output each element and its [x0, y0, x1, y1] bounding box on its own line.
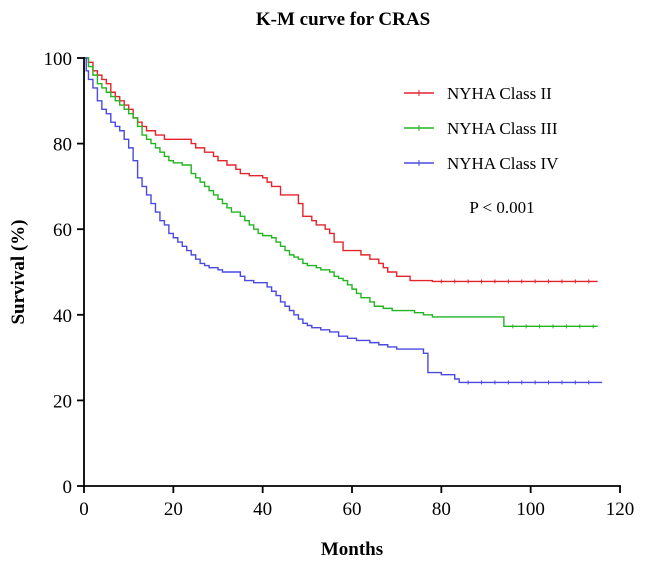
series-line-nyha-class-iv — [84, 57, 603, 384]
legend-label-nyha-class-iv: NYHA Class IV — [447, 154, 559, 173]
y-axis-label: Survival (%) — [8, 219, 29, 324]
x-tick-label: 120 — [606, 499, 635, 520]
axes: 0 20 40 60 80 100 120 0 20 40 60 80 100 — [44, 49, 635, 520]
chart-title: K-M curve for CRAS — [256, 9, 430, 30]
x-tick-label: 100 — [516, 499, 545, 520]
y-tick-label: 80 — [53, 135, 72, 156]
y-tick-label: 20 — [53, 391, 72, 412]
x-tick-label: 0 — [79, 499, 89, 520]
y-tick-label: 60 — [53, 220, 72, 241]
series-line-nyha-class-iii — [84, 57, 598, 328]
x-tick-label: 40 — [253, 499, 272, 520]
legend: NYHA Class II NYHA Class III NYHA Class IV — [404, 84, 559, 173]
x-axis-label: Months — [321, 539, 383, 560]
legend-label-nyha-class-ii: NYHA Class II — [447, 84, 552, 103]
series-line-nyha-class-ii — [84, 57, 598, 283]
x-tick-label: 60 — [343, 499, 362, 520]
p-value-annotation: P < 0.001 — [469, 198, 534, 217]
plot-area — [84, 57, 603, 385]
y-tick-label: 100 — [44, 49, 73, 70]
legend-label-nyha-class-iii: NYHA Class III — [447, 119, 558, 138]
x-tick-label: 80 — [432, 499, 451, 520]
y-tick-label: 40 — [53, 306, 72, 327]
y-tick-label: 0 — [63, 477, 73, 498]
x-tick-label: 20 — [164, 499, 183, 520]
